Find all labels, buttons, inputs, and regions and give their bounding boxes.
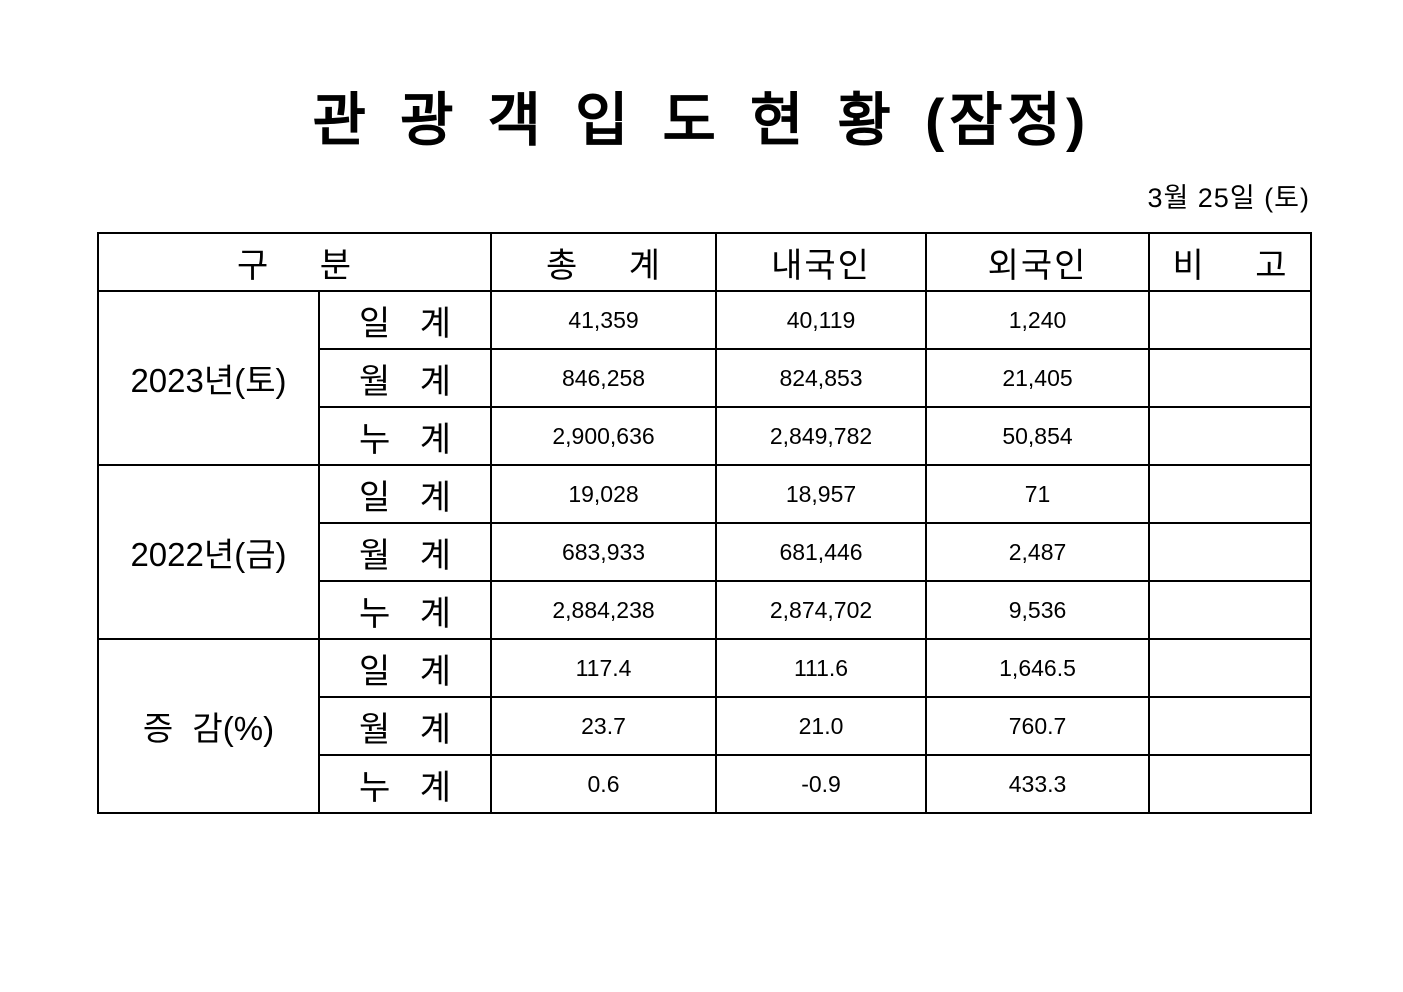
cell-domestic: 681,446 <box>715 522 928 582</box>
cell-total: 846,258 <box>490 348 718 408</box>
group-label-2023: 2023년(토) <box>97 290 320 466</box>
period-label: 누 계 <box>317 754 493 814</box>
cell-foreign: 9,536 <box>925 580 1151 640</box>
cell-domestic: 824,853 <box>715 348 928 408</box>
cell-note <box>1148 522 1313 582</box>
cell-domestic: 21.0 <box>715 696 928 756</box>
table-row: 2022년(금) 일 계 19,028 18,957 71 <box>97 464 1313 640</box>
cell-total: 2,884,238 <box>490 580 718 640</box>
cell-foreign: 1,646.5 <box>925 638 1151 698</box>
page-title: 관 광 객 입 도 현 황 (잠정) <box>312 88 1091 153</box>
cell-foreign: 760.7 <box>925 696 1151 756</box>
period-label: 월 계 <box>317 522 493 582</box>
table-row: 증 감(%) 일 계 117.4 111.6 1,646.5 <box>97 638 1313 814</box>
cell-total: 23.7 <box>490 696 718 756</box>
cell-foreign: 2,487 <box>925 522 1151 582</box>
cell-foreign: 21,405 <box>925 348 1151 408</box>
cell-total: 19,028 <box>490 464 718 524</box>
header-foreign: 외국인 <box>925 232 1151 292</box>
cell-domestic: 40,119 <box>715 290 928 350</box>
period-label: 일 계 <box>317 464 493 524</box>
cell-domestic: 111.6 <box>715 638 928 698</box>
cell-note <box>1148 638 1313 698</box>
period-label: 누 계 <box>317 580 493 640</box>
cell-note <box>1148 464 1313 524</box>
cell-domestic: 18,957 <box>715 464 928 524</box>
header-row: 구 분 총 계 내국인 외국인 비 고 <box>96 232 1313 292</box>
table-row: 2023년(토) 일 계 41,359 40,119 1,240 <box>97 290 1313 466</box>
table-row: 누 계 0.6 -0.9 433.3 <box>98 754 1313 814</box>
cell-note <box>1148 754 1313 814</box>
period-label: 월 계 <box>317 696 493 756</box>
cell-note <box>1148 580 1313 640</box>
cell-total: 683,933 <box>490 522 718 582</box>
header-total: 총 계 <box>490 232 718 292</box>
table-row: 월 계 683,933 681,446 2,487 <box>98 522 1313 582</box>
group-label-change: 증 감(%) <box>97 638 320 814</box>
period-label: 일 계 <box>317 290 493 350</box>
table-row: 월 계 23.7 21.0 760.7 <box>98 696 1313 756</box>
cell-domestic: -0.9 <box>715 754 928 814</box>
cell-note <box>1148 406 1313 466</box>
tourist-arrival-table: 구 분 총 계 내국인 외국인 비 고 2023년(토) 일 계 41,359 … <box>96 232 1313 814</box>
cell-total: 117.4 <box>490 638 718 698</box>
period-label: 일 계 <box>317 638 493 698</box>
cell-foreign: 1,240 <box>925 290 1151 350</box>
header-category: 구 분 <box>96 232 493 292</box>
cell-foreign: 71 <box>925 464 1151 524</box>
cell-foreign: 50,854 <box>925 406 1151 466</box>
table-row: 누 계 2,900,636 2,849,782 50,854 <box>98 406 1313 466</box>
period-label: 누 계 <box>317 406 493 466</box>
cell-note <box>1148 348 1313 408</box>
cell-note <box>1148 290 1313 350</box>
report-date: 3월 25일 (토) <box>1147 183 1310 213</box>
cell-total: 2,900,636 <box>490 406 718 466</box>
group-label-2022: 2022년(금) <box>97 464 320 640</box>
cell-note <box>1148 696 1313 756</box>
period-label: 월 계 <box>317 348 493 408</box>
cell-total: 41,359 <box>490 290 718 350</box>
cell-foreign: 433.3 <box>925 754 1151 814</box>
header-domestic: 내국인 <box>715 232 928 292</box>
cell-domestic: 2,874,702 <box>715 580 928 640</box>
cell-total: 0.6 <box>490 754 718 814</box>
table-row: 누 계 2,884,238 2,874,702 9,536 <box>98 580 1313 640</box>
table-row: 월 계 846,258 824,853 21,405 <box>98 348 1313 408</box>
header-note: 비 고 <box>1148 232 1313 292</box>
cell-domestic: 2,849,782 <box>715 406 928 466</box>
